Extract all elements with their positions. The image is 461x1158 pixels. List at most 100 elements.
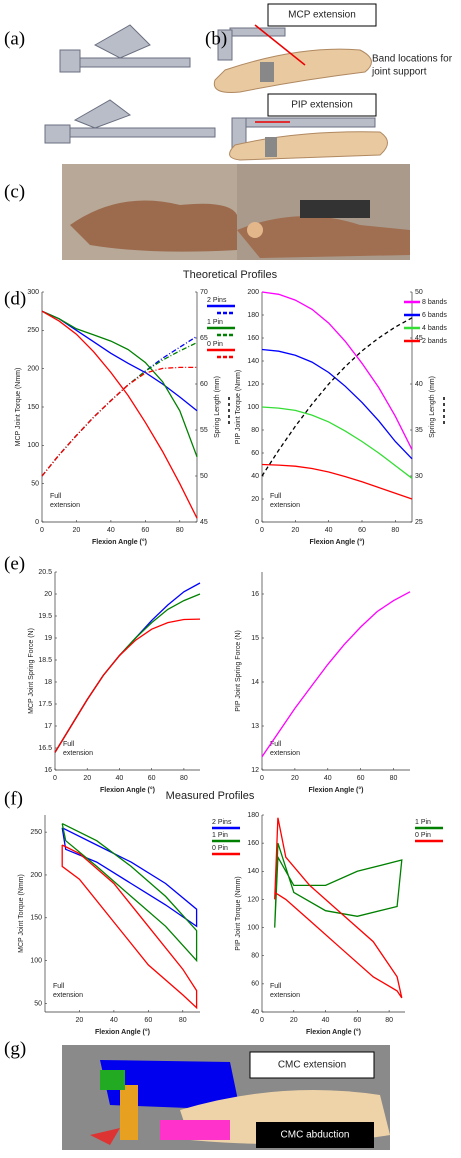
y-tick-label: 18.5 <box>38 657 52 664</box>
x-tick-label: 20 <box>73 527 81 534</box>
legend-label: 1 Pin <box>415 819 431 826</box>
device-renderings <box>44 3 388 161</box>
section-title: Theoretical Profiles <box>183 269 278 281</box>
x-tick-label: 40 <box>110 1017 118 1024</box>
y-tick-label: 40 <box>251 1009 259 1016</box>
x-tick-label: 80 <box>391 527 399 534</box>
y-tick-label: 14 <box>251 679 259 686</box>
annotation: extension <box>270 750 300 757</box>
y-tick-label: 180 <box>247 312 259 319</box>
annotation: Full <box>53 983 65 990</box>
x-tick-label: 0 <box>260 527 264 534</box>
panel-label: (g) <box>4 1038 26 1059</box>
y-tick-label: 13 <box>251 723 259 730</box>
y-tick-label: 100 <box>27 442 39 449</box>
x-tick-label: 80 <box>390 775 398 782</box>
x-tick-label: 80 <box>176 527 184 534</box>
annotation: Full <box>63 741 75 748</box>
series-line <box>274 842 403 928</box>
panel-label: (f) <box>4 788 23 809</box>
y-tick-label: 120 <box>247 381 259 388</box>
annotation: extension <box>63 750 93 757</box>
x-tick-label: 60 <box>144 1017 152 1024</box>
series-line <box>41 366 197 477</box>
y2-tick-label: 70 <box>200 289 208 296</box>
label: CMC extension <box>278 1060 346 1071</box>
annotation: extension <box>53 992 83 999</box>
y-tick-label: 200 <box>247 289 259 296</box>
y-tick-label: 17 <box>44 723 52 730</box>
x-tick-label: 40 <box>322 1017 330 1024</box>
x-tick-label: 0 <box>53 775 57 782</box>
annotation: Full <box>270 983 282 990</box>
y-tick-label: 160 <box>247 840 259 847</box>
y-tick-label: 120 <box>247 896 259 903</box>
y2-tick-label: 60 <box>200 381 208 388</box>
series-line <box>261 348 413 460</box>
label: joint support <box>371 67 427 78</box>
y-tick-label: 50 <box>31 481 39 488</box>
series-line <box>61 823 198 963</box>
x-tick-label: 60 <box>141 527 149 534</box>
y2-tick-label: 65 <box>200 335 208 342</box>
legend-label: 0 Pin <box>415 832 431 839</box>
x-tick-label: 0 <box>260 1017 264 1024</box>
label: PIP extension <box>291 100 353 111</box>
label: MCP extension <box>288 10 356 21</box>
y-tick-label: 150 <box>30 915 42 922</box>
panel-label: (e) <box>4 553 25 574</box>
label: Band locations for <box>372 54 453 65</box>
y-tick-label: 40 <box>251 473 259 480</box>
x-tick-label: 80 <box>179 1017 187 1024</box>
y-tick-label: 16 <box>44 767 52 774</box>
series-line <box>261 291 413 450</box>
series-line <box>274 817 403 999</box>
legend-label: 8 bands <box>422 299 447 306</box>
y2-tick-label: 35 <box>415 427 423 434</box>
y2-tick-label: 50 <box>415 289 423 296</box>
series-line <box>41 310 198 519</box>
x-tick-label: 0 <box>260 775 264 782</box>
y-tick-label: 250 <box>30 829 42 836</box>
y-tick-label: 100 <box>247 404 259 411</box>
annotation: extension <box>50 502 80 509</box>
annotation: extension <box>270 992 300 999</box>
panel-label: (c) <box>4 181 25 202</box>
x-tick-label: 40 <box>107 527 115 534</box>
x-tick-label: 60 <box>353 1017 361 1024</box>
y2-tick-label: 25 <box>415 519 423 526</box>
x-tick-label: 40 <box>116 775 124 782</box>
y-tick-label: 60 <box>251 981 259 988</box>
x-axis-label: Flexion Angle (°) <box>92 538 147 546</box>
annotation: extension <box>270 502 300 509</box>
x-axis-label: Flexion Angle (°) <box>100 786 155 794</box>
legend-label: 2 Pins <box>207 297 227 304</box>
series-line <box>54 618 201 753</box>
x-tick-label: 80 <box>385 1017 393 1024</box>
x-tick-label: 20 <box>290 1017 298 1024</box>
y-tick-label: 250 <box>27 327 39 334</box>
y-tick-label: 50 <box>34 1000 42 1007</box>
x-tick-label: 20 <box>291 775 299 782</box>
x-axis-label: Flexion Angle (°) <box>95 1028 150 1036</box>
y-tick-label: 160 <box>247 335 259 342</box>
y-tick-label: 19.5 <box>38 613 52 620</box>
annotation: Full <box>50 493 62 500</box>
legend-label: 1 Pin <box>207 319 223 326</box>
y-tick-label: 16 <box>251 591 259 598</box>
y-tick-label: 80 <box>251 427 259 434</box>
panel-label: (b) <box>205 28 227 49</box>
y2-axis-label: Spring Length (mm) <box>214 376 221 438</box>
y-tick-label: 17.5 <box>38 701 52 708</box>
y-tick-label: 200 <box>27 366 39 373</box>
photo <box>62 164 410 260</box>
panel-label: (a) <box>4 28 25 49</box>
y2-axis-label: Spring Length (mm) <box>429 376 436 438</box>
series-line <box>261 317 413 477</box>
annotation: Full <box>270 493 282 500</box>
cmc-rendering <box>62 1045 390 1150</box>
x-tick-label: 60 <box>357 775 365 782</box>
x-tick-label: 20 <box>291 527 299 534</box>
legend-label: 6 bands <box>422 312 447 319</box>
